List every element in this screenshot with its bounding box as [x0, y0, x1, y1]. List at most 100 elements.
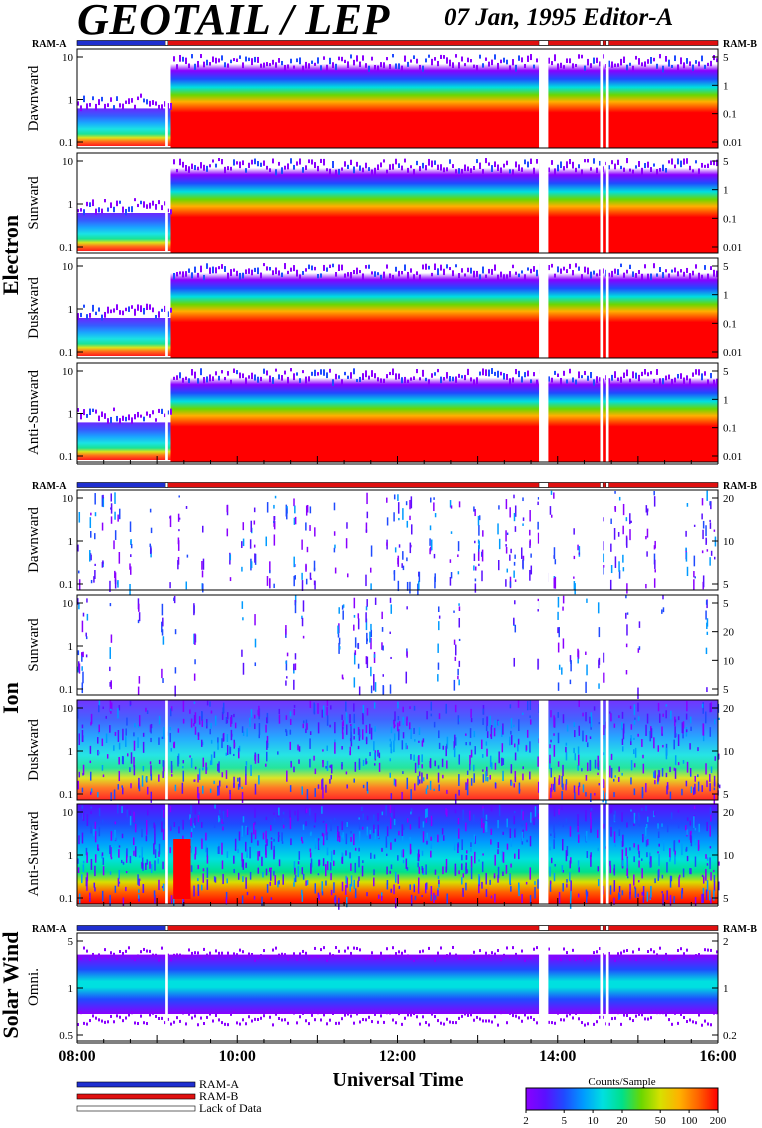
flux-speckle [164, 956, 166, 960]
flux-speckle [202, 785, 204, 794]
flux-speckle [407, 167, 409, 173]
flux-speckle [569, 957, 571, 961]
flux-speckle [154, 849, 157, 858]
y-tick-label-right: 0.1 [723, 109, 737, 121]
flux-speckle [458, 774, 460, 787]
flux-speckle [94, 887, 96, 892]
flux-speckle [143, 201, 145, 208]
flux-speckle [498, 505, 500, 510]
flux-speckle [227, 951, 229, 955]
flux-speckle [530, 553, 532, 558]
flux-speckle [610, 826, 612, 837]
flux-speckle [620, 951, 622, 955]
ram-b-label: RAM-B [723, 39, 757, 50]
flux-speckle [386, 882, 389, 890]
flux-speckle [218, 1018, 220, 1022]
flux-speckle [558, 627, 560, 638]
flux-speckle [365, 606, 368, 611]
flux-speckle [398, 1012, 400, 1016]
flux-speckle [341, 167, 343, 171]
flux-speckle [284, 263, 286, 270]
flux-speckle [621, 849, 624, 861]
flux-speckle [659, 1011, 661, 1015]
flux-speckle [265, 844, 267, 855]
flux-speckle [305, 880, 307, 886]
flux-speckle [702, 887, 705, 897]
y-tick-label: 0.1 [59, 137, 73, 149]
flux-speckle [95, 311, 97, 316]
flux-speckle [314, 527, 316, 537]
flux-speckle [578, 700, 580, 707]
flux-speckle [373, 854, 376, 859]
flux-speckle [452, 1021, 454, 1025]
flux-speckle [389, 684, 392, 694]
flux-speckle [494, 1015, 496, 1019]
flux-speckle [389, 273, 391, 279]
flux-speckle [194, 846, 197, 855]
flux-speckle [513, 570, 515, 578]
flux-speckle [458, 956, 460, 960]
flux-speckle [573, 528, 575, 535]
flux-speckle [82, 811, 85, 821]
flux-speckle [176, 953, 178, 957]
flux-speckle [657, 745, 660, 752]
flux-speckle [608, 272, 610, 277]
flux-speckle [362, 273, 364, 281]
flux-speckle [266, 839, 268, 846]
flux-speckle [515, 64, 517, 72]
flux-speckle [637, 687, 639, 699]
flux-speckle [422, 738, 425, 743]
flux-speckle [203, 61, 205, 68]
flux-speckle [370, 727, 373, 740]
flux-speckle [357, 745, 360, 750]
flux-speckle [251, 159, 253, 165]
flux-speckle [633, 822, 635, 826]
flux-speckle [441, 758, 444, 768]
flux-speckle [410, 956, 412, 960]
flux-speckle [320, 948, 322, 952]
flux-speckle [617, 159, 619, 165]
flux-speckle [185, 955, 187, 959]
flux-speckle [657, 774, 659, 783]
flux-speckle [353, 677, 356, 688]
flux-speckle [457, 817, 460, 825]
flux-speckle [602, 672, 605, 683]
flux-speckle [635, 55, 637, 60]
flux-speckle [371, 271, 373, 275]
flux-speckle [221, 842, 223, 855]
flux-speckle [134, 723, 136, 728]
flux-speckle [662, 713, 664, 717]
flux-speckle [695, 954, 697, 958]
flux-speckle [637, 733, 639, 737]
flux-speckle [566, 724, 569, 732]
flux-speckle [181, 782, 184, 794]
flux-speckle [409, 515, 411, 521]
flux-speckle [572, 161, 574, 169]
flux-speckle [209, 267, 211, 274]
flux-speckle [633, 763, 636, 768]
flux-speckle [572, 377, 574, 383]
flux-speckle [525, 881, 528, 885]
flux-speckle [77, 598, 79, 605]
flux-speckle [194, 371, 196, 379]
data-gap [600, 363, 604, 462]
flux-speckle [341, 955, 343, 959]
pre-onset-band [77, 318, 171, 356]
flux-speckle [311, 955, 313, 959]
flux-speckle [562, 783, 564, 790]
flux-speckle [205, 832, 207, 841]
flux-speckle [369, 834, 371, 839]
lack-of-data-mark [605, 40, 609, 46]
flux-speckle [109, 681, 111, 687]
flux-speckle [83, 304, 85, 308]
y-tick-label-right: 5 [723, 156, 729, 168]
flux-speckle [510, 863, 512, 868]
flux-speckle [137, 724, 140, 728]
flux-speckle [126, 807, 129, 818]
flux-speckle [513, 743, 516, 748]
flux-speckle [530, 158, 532, 165]
flux-speckle [524, 274, 526, 280]
flux-speckle [382, 645, 384, 651]
flux-speckle [121, 859, 123, 864]
flux-speckle [458, 660, 461, 667]
